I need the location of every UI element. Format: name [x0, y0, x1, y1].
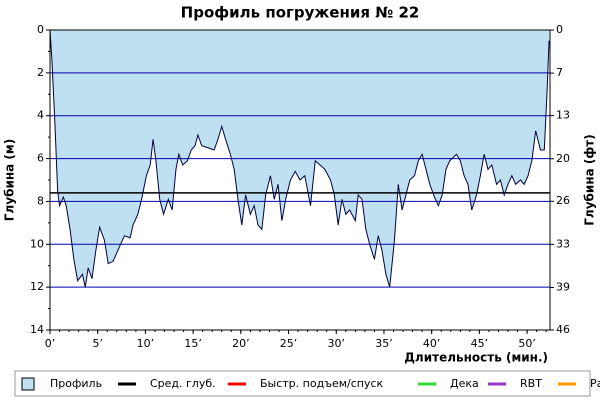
legend-label: Раб. [590, 377, 600, 390]
legend-label: Профиль [50, 377, 102, 390]
x-tick-label: 45’ [471, 337, 489, 350]
y2-axis-label: Глубина (фт) [583, 134, 597, 225]
chart-title: Профиль погружения № 22 [181, 4, 420, 22]
legend-label: Сред. глуб. [150, 377, 216, 390]
legend-swatch [21, 377, 35, 391]
plot-frame [49, 29, 551, 331]
y2-tick-label: 26 [556, 194, 570, 207]
x-tick-label: 40’ [423, 337, 441, 350]
x-tick-label: 0’ [45, 337, 56, 350]
y-tick-label: 2 [37, 66, 44, 79]
x-tick-label: 20’ [232, 337, 250, 350]
y-tick-label: 6 [37, 152, 44, 165]
x-axis-label: Длительность (мин.) [404, 351, 548, 365]
y-tick-label: 4 [37, 109, 44, 122]
y2-tick-label: 7 [556, 66, 563, 79]
x-tick-label: 10’ [137, 337, 155, 350]
x-tick-label: 25’ [280, 337, 298, 350]
x-tick-label: 50’ [518, 337, 536, 350]
y-tick-label: 12 [30, 280, 44, 293]
y2-tick-label: 39 [556, 281, 570, 294]
y2-tick-label: 13 [556, 109, 570, 122]
profile-line [49, 29, 550, 288]
y2-tick-label: 46 [556, 323, 570, 336]
y-tick-label: 0 [37, 23, 44, 36]
y-tick-label: 8 [37, 194, 44, 207]
x-tick-label: 35’ [375, 337, 393, 350]
y-tick-label: 10 [30, 237, 44, 250]
y2-tick-label: 20 [556, 152, 570, 165]
legend-label: Быстр. подъем/спуск [260, 377, 384, 390]
x-tick-label: 15’ [184, 337, 202, 350]
x-tick-label: 5’ [92, 337, 103, 350]
y-axis-label: Глубина (м) [3, 139, 17, 221]
y-tick-label: 14 [30, 323, 44, 336]
legend-label: RBT [520, 377, 542, 390]
y2-tick-label: 33 [556, 237, 570, 250]
y2-tick-label: 0 [556, 23, 563, 36]
legend-label: Дека [450, 377, 479, 390]
x-tick-label: 30’ [328, 337, 346, 350]
